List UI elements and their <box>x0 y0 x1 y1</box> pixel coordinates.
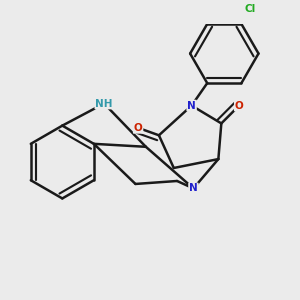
Text: O: O <box>134 123 142 133</box>
Text: Cl: Cl <box>245 4 256 14</box>
Text: N: N <box>187 100 196 111</box>
Text: O: O <box>235 100 244 111</box>
Text: N: N <box>189 183 198 194</box>
Text: NH: NH <box>95 98 113 109</box>
